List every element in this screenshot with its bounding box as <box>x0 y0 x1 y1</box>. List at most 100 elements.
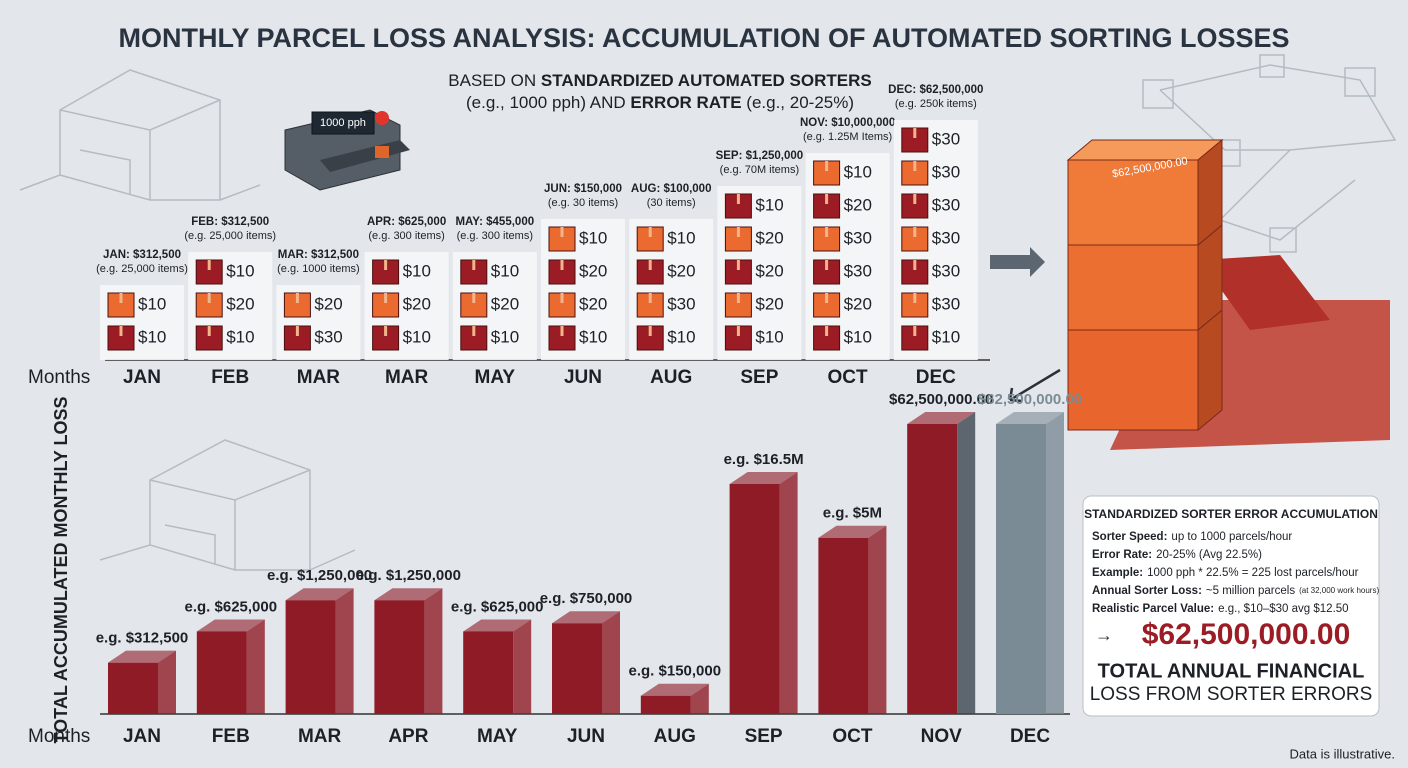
bar-side <box>690 683 709 714</box>
panel-row-label: Error Rate: <box>1092 549 1152 561</box>
x-tick-label: FEB <box>211 367 249 388</box>
summary-panel: STANDARDIZED SORTER ERROR ACCUMULATION S… <box>1082 495 1380 717</box>
column-note: (e.g. 300 items) <box>368 230 444 242</box>
machine-label: 1000 pph <box>320 117 366 129</box>
bar-front <box>552 623 602 714</box>
bar-top <box>552 611 620 624</box>
column-header: FEB: $312,500 <box>191 216 269 228</box>
bar-side <box>513 619 532 714</box>
column-header: APR: $625,000 <box>367 216 446 228</box>
panel-arrow: → <box>1095 625 1113 645</box>
x-tick-label: JUN <box>567 726 605 747</box>
value-label: $20 <box>579 294 607 313</box>
panel-total-title: TOTAL ANNUAL FINANCIAL <box>1098 660 1365 682</box>
value-label: $10 <box>403 327 431 346</box>
panel-frame <box>1082 495 1380 717</box>
column-note: (e.g. 70M items) <box>720 164 799 176</box>
bar <box>818 525 887 714</box>
subtitle-segment: ERROR RATE <box>630 93 741 112</box>
bar-front <box>818 537 869 714</box>
machine-screen <box>311 111 375 135</box>
title: MONTHLY PARCEL LOSS ANALYSIS: ACCUMULATI… <box>118 23 1289 53</box>
x-tick-label: AUG <box>654 726 696 747</box>
value-label: $20 <box>844 195 872 214</box>
bar-top <box>818 525 887 538</box>
value-label: $30 <box>932 129 960 148</box>
bar-side <box>868 525 887 714</box>
panel-row-label: Example: <box>1092 567 1143 579</box>
x-tick-label: MAY <box>477 726 518 747</box>
value-label: e.g. $750,000 <box>540 590 633 607</box>
column-note: (e.g. 250k items) <box>895 98 977 110</box>
note: Data is illustrative. <box>1290 746 1395 761</box>
value-label: $10 <box>226 261 254 280</box>
value-label: e.g. $312,500 <box>96 630 189 647</box>
column-header: NOV: $10,000,000 <box>800 117 895 129</box>
column-header: DEC: $62,500,000 <box>888 84 983 96</box>
value-label: $20 <box>844 294 872 313</box>
panel-row: Error Rate: 20-25% (Avg 22.5%) <box>1092 549 1262 561</box>
bar <box>196 619 265 714</box>
bar <box>907 412 976 714</box>
panel-row: Realistic Parcel Value: e.g., $10–$30 avg… <box>1092 603 1349 615</box>
value-label: $10 <box>755 195 783 214</box>
bar <box>463 619 532 714</box>
bar-top <box>729 471 798 484</box>
value-label: $10 <box>844 162 872 181</box>
column-header: MAR: $312,500 <box>278 249 359 261</box>
value-label: $10 <box>579 327 607 346</box>
parcel-icon <box>375 146 389 158</box>
bar-front <box>196 631 247 714</box>
panel-row-label: Sorter Speed: <box>1092 531 1167 543</box>
value-label: $10 <box>932 327 960 346</box>
value-label: $30 <box>667 294 695 313</box>
bar-top <box>374 588 443 601</box>
arrow-down <box>1008 368 1061 403</box>
parcel-box <box>724 259 752 285</box>
bar <box>640 683 709 714</box>
bar-front <box>108 662 158 714</box>
subtitle-segment: (e.g., 1000 pph) AND <box>466 93 630 112</box>
alarm-light <box>375 111 389 125</box>
column-note: (e.g. 300 items) <box>457 230 533 242</box>
bar-side <box>957 412 976 714</box>
value-label: $10 <box>491 327 519 346</box>
value-label: $30 <box>932 294 960 313</box>
arrow-right <box>990 247 1045 277</box>
x-tick-label: MAY <box>475 367 516 388</box>
value-label: $10 <box>403 261 431 280</box>
bar-side <box>335 588 354 714</box>
bar-side <box>424 588 443 714</box>
bar-side <box>246 619 265 714</box>
sorter-machine: 1000 pph <box>284 109 410 191</box>
column-header: JUN: $150,000 <box>544 183 622 195</box>
panel-row-text: 1000 pph * 22.5% = 225 lost parcels/hour <box>1147 567 1358 579</box>
bar-front <box>729 483 780 714</box>
value-label: $20 <box>755 261 783 280</box>
bar-side <box>602 611 620 714</box>
bar-top <box>907 412 976 424</box>
x-tick-label: AUG <box>650 367 692 388</box>
value-label: $10 <box>667 327 695 346</box>
bar-top <box>463 619 532 632</box>
value-label: e.g. $1,250,000 <box>356 567 461 584</box>
column-note: (e.g. 25,000 items) <box>96 263 188 275</box>
value-label: e.g. $625,000 <box>451 598 544 615</box>
x-tick-label: MAR <box>297 367 341 388</box>
x-tick-label: MAR <box>385 367 429 388</box>
value-label: $10 <box>138 294 166 313</box>
panel-row: Example: 1000 pph * 22.5% = 225 lost parc… <box>1092 567 1359 579</box>
value-label: $30 <box>932 195 960 214</box>
bar <box>374 588 443 714</box>
x-tick-label: FEB <box>212 726 250 747</box>
value-label: $10 <box>491 261 519 280</box>
value-label: $62,500,000.00 <box>978 391 1082 408</box>
value-label: $30 <box>314 327 342 346</box>
bar-front <box>463 631 514 714</box>
value-label: $10 <box>579 228 607 247</box>
panel-row-text: ~5 million parcels <box>1206 585 1295 597</box>
x-tick-label: JUN <box>564 367 602 388</box>
value-label: $30 <box>932 261 960 280</box>
x-tick-label: JAN <box>123 367 161 388</box>
panel-row-text: e.g., $10–$30 avg $12.50 <box>1218 603 1348 615</box>
